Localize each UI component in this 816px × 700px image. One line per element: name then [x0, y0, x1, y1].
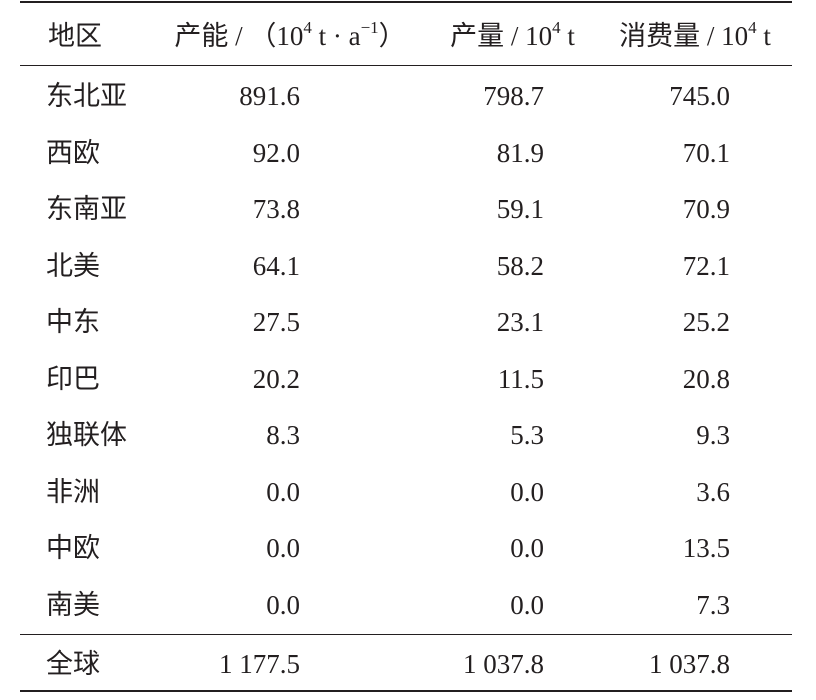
cell-capacity: 0.0: [266, 533, 300, 563]
header-production-exponent: 4: [552, 18, 561, 37]
header-capacity-exponent-2: −1: [360, 18, 379, 37]
header-region: 地区: [48, 21, 102, 51]
cell-production: 58.2: [496, 251, 544, 281]
cell-capacity: 27.5: [252, 307, 300, 337]
header-consumption: 消费量 / 104 t: [600, 18, 790, 52]
header-capacity-exponent: 4: [303, 18, 312, 37]
cell-capacity: 20.2: [252, 364, 300, 394]
cell-capacity: 64.1: [252, 251, 300, 281]
total-production: 1 037.8: [463, 649, 544, 679]
cell-production: 23.1: [496, 307, 544, 337]
header-capacity-close: ）: [378, 21, 406, 51]
total-consumption: 1 037.8: [649, 649, 730, 679]
cell-capacity: 0.0: [266, 477, 300, 507]
header-consumption-unit: t: [756, 21, 771, 51]
cell-consumption: 25.2: [682, 307, 730, 337]
total-rule: [20, 634, 792, 635]
cell-capacity: 0.0: [266, 590, 300, 620]
table-bottom-rule: [20, 690, 792, 692]
cell-production: 5.3: [510, 420, 544, 450]
cell-consumption: 72.1: [682, 251, 730, 281]
cell-region: 独联体: [46, 420, 127, 450]
cell-region: 东南亚: [46, 194, 127, 224]
cell-consumption: 3.6: [696, 477, 730, 507]
cell-production: 81.9: [496, 138, 544, 168]
header-consumption-text: 消费量 / 10: [619, 21, 749, 51]
cell-capacity: 891.6: [239, 81, 300, 111]
cell-region: 非洲: [46, 477, 100, 507]
cell-consumption: 9.3: [696, 420, 730, 450]
cell-region: 中东: [46, 307, 100, 337]
cell-capacity: 92.0: [252, 138, 300, 168]
cell-production: 11.5: [497, 364, 544, 394]
cell-consumption: 745.0: [669, 81, 730, 111]
cell-region: 东北亚: [46, 81, 127, 111]
cell-consumption: 70.1: [682, 138, 730, 168]
table-top-rule: [20, 1, 792, 3]
cell-production: 798.7: [483, 81, 544, 111]
cell-production: 0.0: [510, 590, 544, 620]
header-rule: [20, 65, 792, 66]
header-capacity-unit: t · a: [311, 21, 361, 51]
cell-consumption: 20.8: [682, 364, 730, 394]
cell-region: 北美: [46, 251, 100, 281]
header-production-unit: t: [560, 21, 575, 51]
cell-consumption: 70.9: [682, 194, 730, 224]
header-capacity-text: 产能 / （10: [174, 21, 304, 51]
cell-region: 南美: [46, 590, 100, 620]
header-capacity: 产能 / （104 t · a−1）: [145, 18, 435, 52]
total-capacity: 1 177.5: [219, 649, 300, 679]
cell-region: 印巴: [46, 364, 100, 394]
cell-consumption: 13.5: [682, 533, 730, 563]
header-production: 产量 / 104 t: [435, 18, 590, 52]
cell-region: 西欧: [46, 138, 100, 168]
cell-production: 59.1: [496, 194, 544, 224]
cell-production: 0.0: [510, 477, 544, 507]
cell-production: 0.0: [510, 533, 544, 563]
cell-capacity: 73.8: [252, 194, 300, 224]
cell-region: 中欧: [46, 533, 100, 563]
total-region: 全球: [46, 649, 100, 679]
cell-consumption: 7.3: [696, 590, 730, 620]
header-production-text: 产量 / 10: [450, 21, 553, 51]
cell-capacity: 8.3: [266, 420, 300, 450]
header-consumption-exponent: 4: [748, 18, 757, 37]
